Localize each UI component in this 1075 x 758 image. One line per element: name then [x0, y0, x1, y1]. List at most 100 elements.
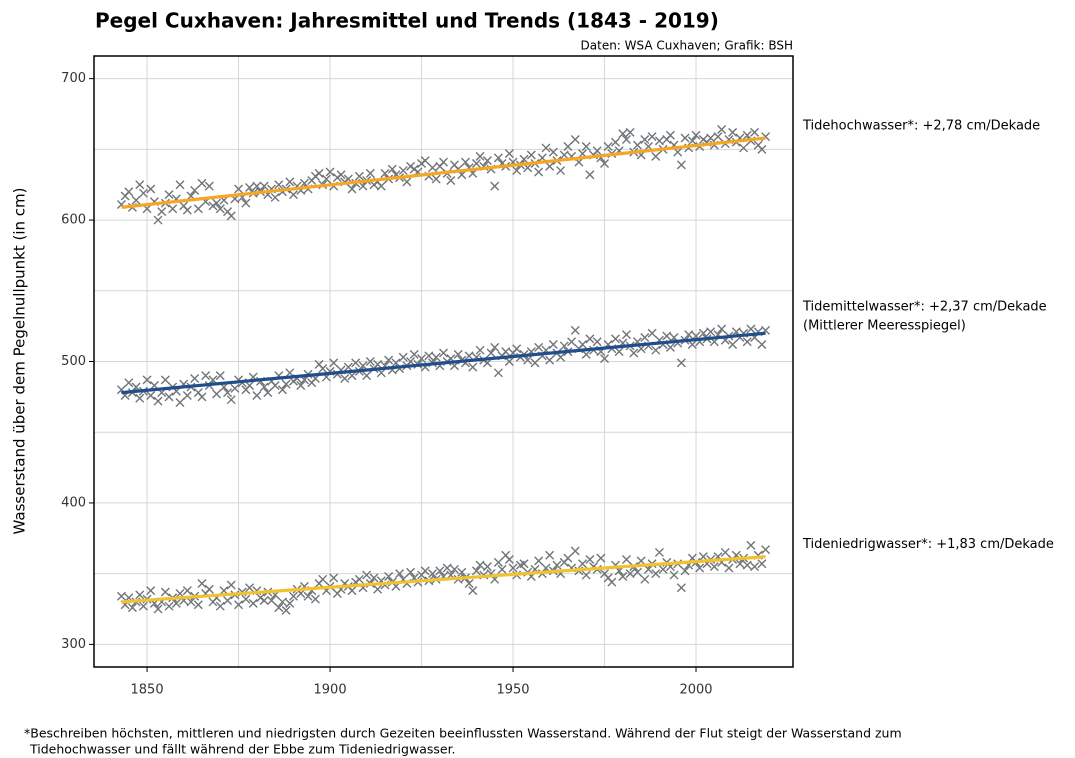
data-point [431, 352, 441, 362]
data-point [534, 167, 544, 177]
data-point [545, 161, 555, 171]
data-point [417, 354, 427, 364]
data-point [252, 390, 262, 400]
data-point [281, 605, 291, 615]
data-point [728, 127, 738, 137]
data-point [234, 600, 244, 610]
y-tick-label: 500 [61, 354, 86, 369]
data-point [146, 184, 156, 194]
data-point [347, 586, 357, 596]
data-point [541, 143, 551, 153]
data-point [314, 168, 324, 178]
data-point [398, 352, 408, 362]
data-point [274, 603, 284, 613]
data-point [285, 177, 295, 187]
data-point [428, 569, 438, 579]
data-point [288, 591, 298, 601]
data-point [559, 150, 569, 160]
data-point [493, 557, 503, 567]
data-point [548, 340, 558, 350]
data-point [274, 180, 284, 190]
data-point [146, 390, 156, 400]
data-point [160, 587, 170, 597]
data-point [570, 546, 580, 556]
data-point [643, 564, 653, 574]
data-point [347, 184, 357, 194]
data-point [340, 373, 350, 383]
data-point [182, 205, 192, 215]
data-point [457, 567, 467, 577]
data-point [717, 125, 727, 135]
data-point [245, 381, 255, 391]
data-point [676, 583, 686, 593]
data-point [545, 355, 555, 365]
y-tick-label: 600 [61, 213, 86, 228]
data-point [138, 188, 148, 198]
data-point [318, 574, 328, 584]
data-point [336, 170, 346, 180]
data-point [475, 151, 485, 161]
data-point [592, 146, 602, 156]
data-point [706, 327, 716, 337]
data-point [750, 127, 760, 137]
data-point [245, 183, 255, 193]
data-point [376, 181, 386, 191]
data-point [504, 555, 514, 565]
data-point [354, 574, 364, 584]
data-point [475, 345, 485, 355]
data-point [497, 564, 507, 574]
data-point [175, 180, 185, 190]
data-point [362, 371, 372, 381]
data-point [570, 134, 580, 144]
data-point [706, 133, 716, 143]
data-point [552, 560, 562, 570]
data-point [380, 168, 390, 178]
data-point [259, 596, 269, 606]
data-point [563, 553, 573, 563]
data-point [651, 345, 661, 355]
trend-line [121, 331, 766, 395]
data-point [193, 204, 203, 214]
data-point [490, 342, 500, 352]
data-point [618, 571, 628, 581]
data-point [632, 567, 642, 577]
data-point [248, 598, 258, 608]
y-tick-label: 400 [61, 495, 86, 510]
footnote: *Beschreiben höchsten, mittleren und nie… [24, 726, 902, 741]
data-point [676, 358, 686, 368]
data-point [658, 564, 668, 574]
y-tick-label: 300 [61, 637, 86, 652]
data-point [234, 184, 244, 194]
x-tick-label: 1900 [314, 683, 347, 698]
data-point [182, 586, 192, 596]
data-point [281, 379, 291, 389]
data-point [757, 144, 767, 154]
data-point [735, 559, 745, 569]
data-point [460, 157, 470, 167]
data-point [201, 371, 211, 381]
legend-label: Tideniedrigwasser*: +1,83 cm/Dekade [802, 537, 1054, 552]
data-point [665, 342, 675, 352]
data-point [512, 344, 522, 354]
data-point [761, 545, 771, 555]
data-point [197, 392, 207, 402]
data-point [406, 567, 416, 577]
data-point [607, 577, 617, 587]
data-point [124, 187, 134, 197]
data-point [362, 570, 372, 580]
data-point [226, 395, 236, 405]
data-point [354, 171, 364, 181]
data-point [439, 348, 448, 358]
data-point [647, 132, 657, 142]
data-point [618, 129, 628, 139]
data-point [116, 591, 126, 601]
data-point [153, 215, 163, 225]
data-point [504, 357, 514, 366]
data-point [720, 547, 730, 557]
data-point [559, 341, 569, 351]
data-point [709, 562, 719, 572]
data-point [215, 204, 225, 214]
data-point [534, 556, 544, 566]
data-point [676, 160, 686, 170]
data-point [665, 130, 675, 140]
